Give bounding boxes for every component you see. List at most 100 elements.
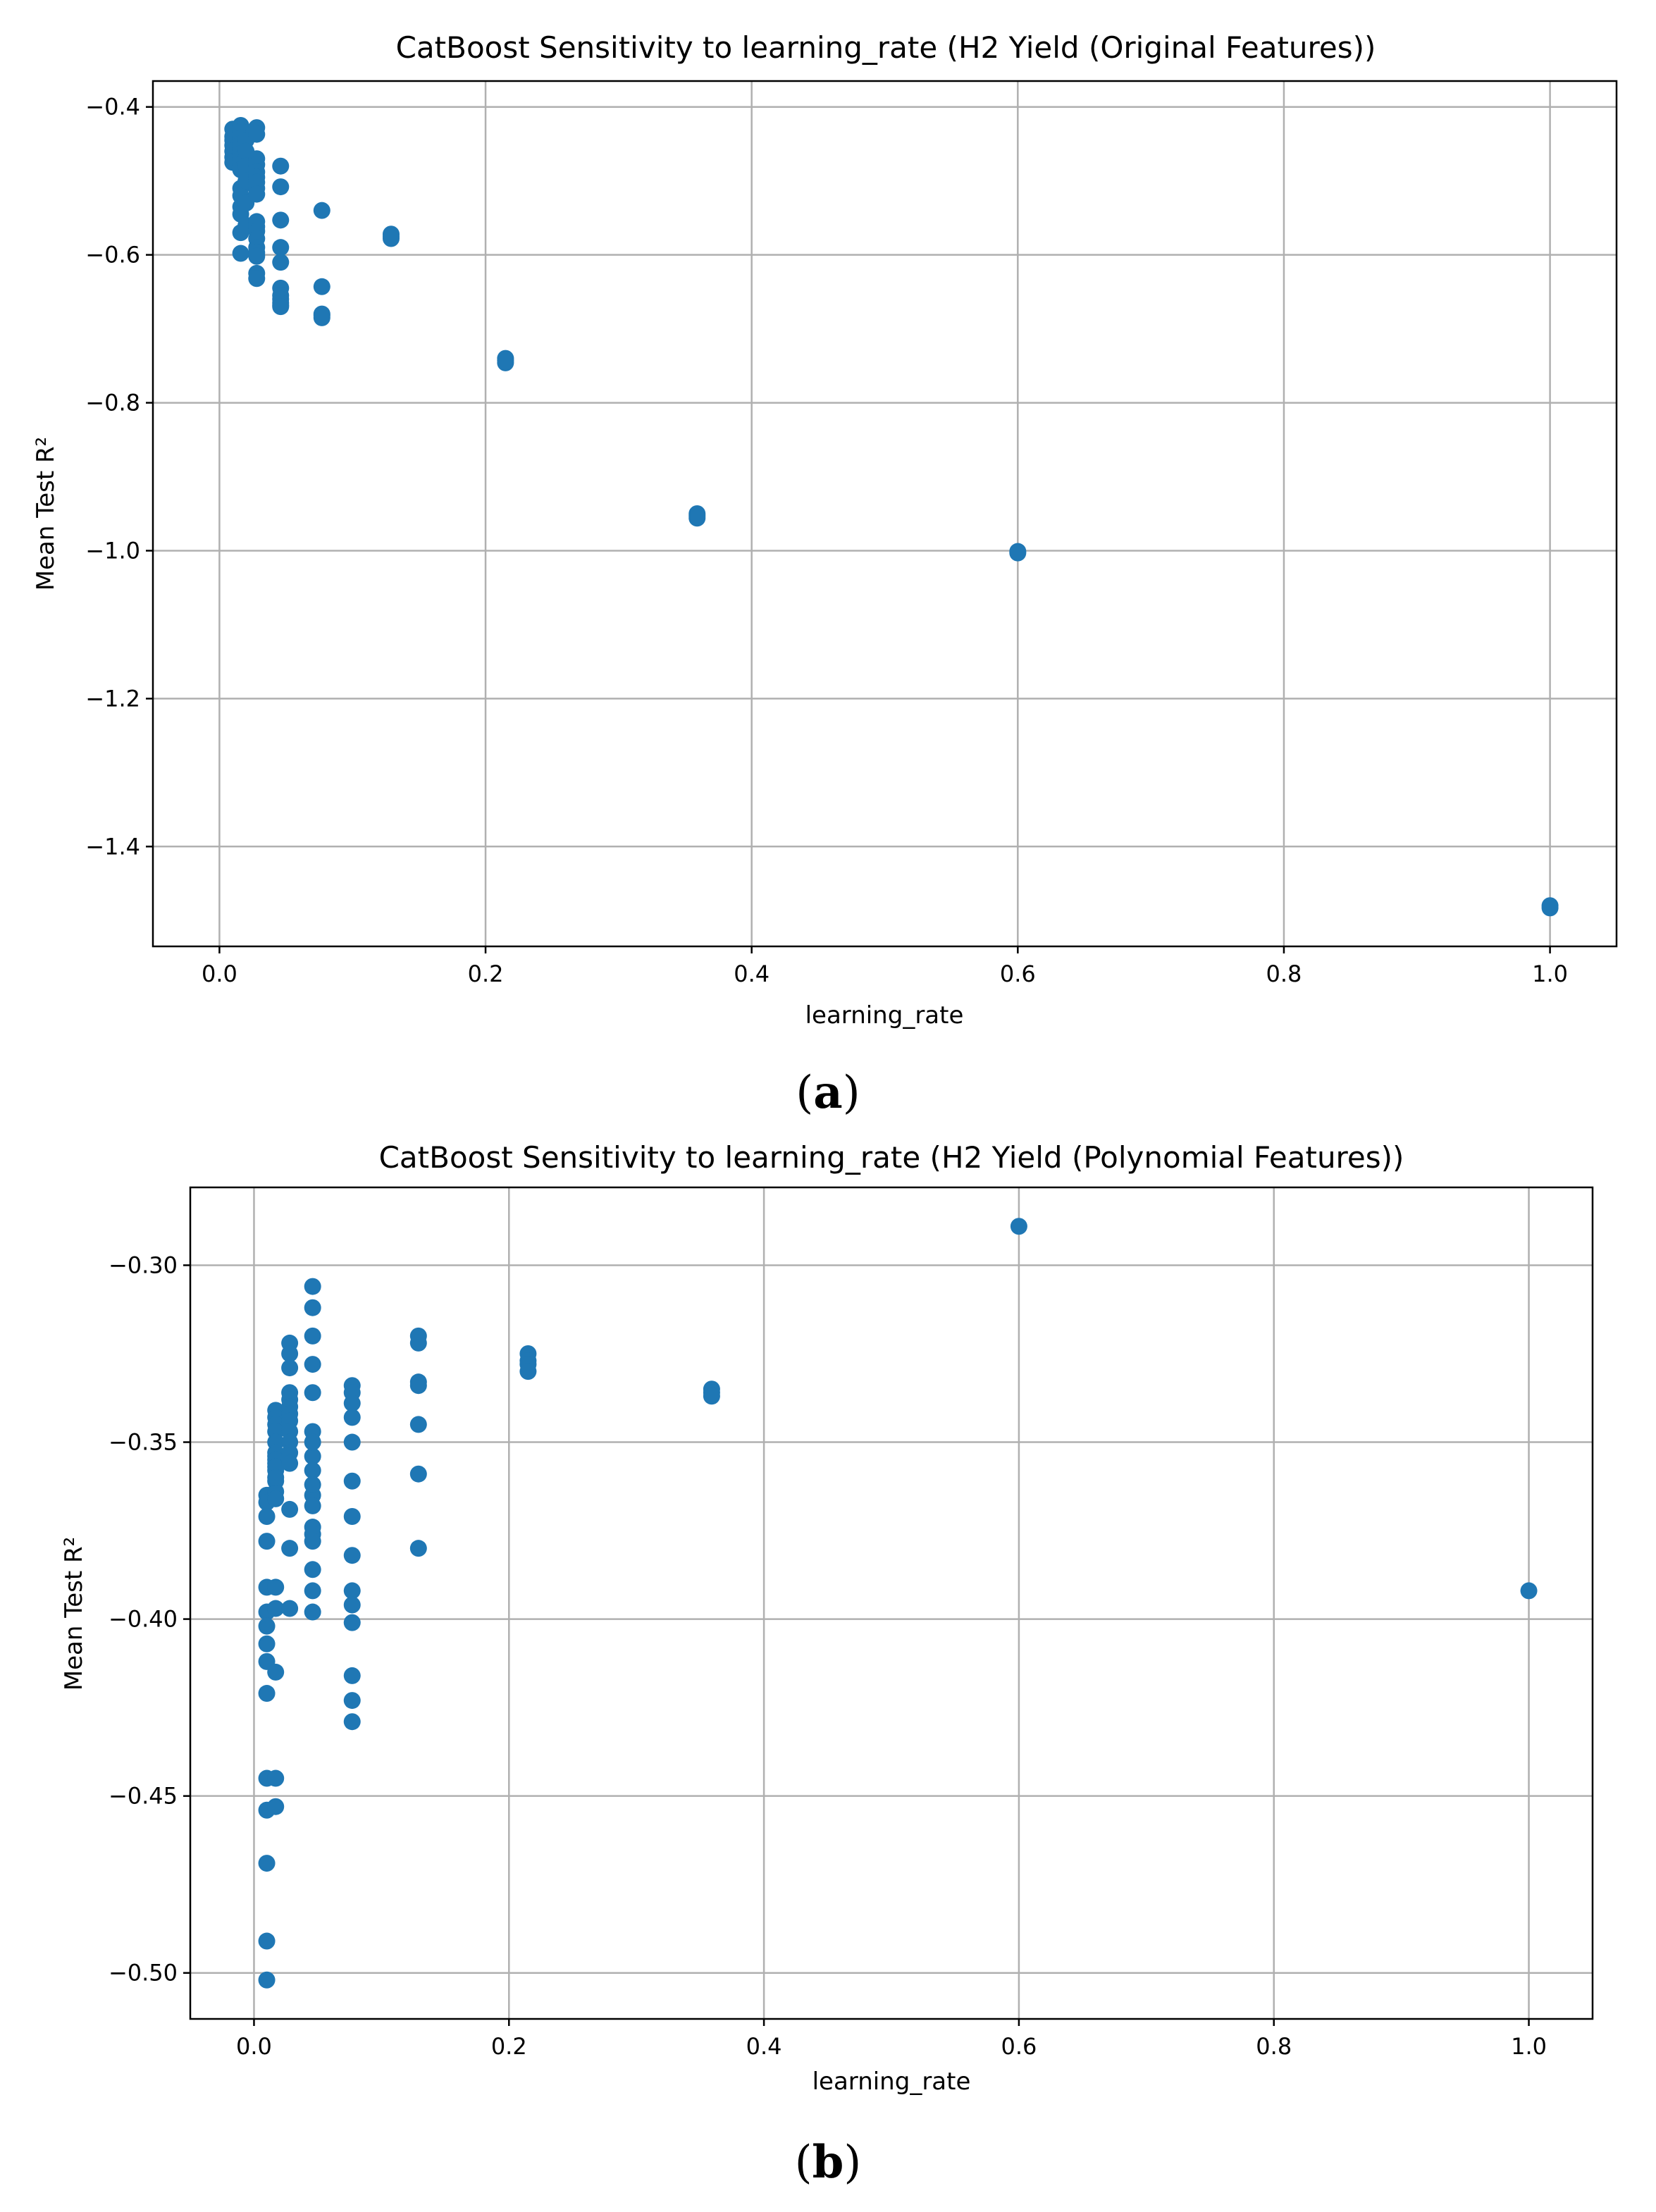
chart-b-x-ticks: 0.0 0.2 0.4 0.6 0.8 1.0 <box>236 2019 1547 2060</box>
data-point <box>409 1377 427 1395</box>
data-point <box>258 1971 276 1989</box>
data-point <box>304 1327 321 1345</box>
x-tick-label: 0.6 <box>1000 960 1036 987</box>
panel-label-b: (b) <box>795 2136 862 2189</box>
chart-a-axes-frame <box>152 80 1618 948</box>
y-tick-label: −0.40 <box>109 1606 178 1633</box>
chart-b-y-axis-label: Mean Test R² <box>60 1537 88 1691</box>
y-tick-label: −0.6 <box>85 242 140 268</box>
data-point <box>281 1540 299 1557</box>
y-tick-label: −0.45 <box>109 1783 178 1810</box>
chart-a-x-ticks: 0.0 0.2 0.4 0.6 0.8 1.0 <box>202 946 1568 987</box>
chart-b-points <box>258 1218 1538 1989</box>
data-point <box>232 245 249 262</box>
data-point <box>343 1547 361 1564</box>
chart-a-y-axis-label: Mean Test R² <box>32 437 60 591</box>
chart-a-gridlines <box>153 81 1617 946</box>
data-point <box>343 1582 361 1600</box>
data-point <box>304 1462 321 1479</box>
data-point <box>258 1932 276 1950</box>
chart-a-x-axis-label: learning_rate <box>805 1001 964 1030</box>
chart-b-y-ticks: −0.30 −0.35 −0.40 −0.45 −0.50 <box>109 1252 190 1987</box>
data-point <box>343 1614 361 1631</box>
data-point <box>313 309 330 326</box>
data-point <box>304 1384 321 1402</box>
data-point <box>304 1447 321 1465</box>
data-point <box>313 202 330 219</box>
data-point <box>281 1600 299 1617</box>
panel-label-a-letter: a <box>813 1066 842 1119</box>
data-point <box>343 1472 361 1490</box>
data-point <box>258 1507 276 1525</box>
y-tick-label: −1.2 <box>85 685 140 712</box>
x-tick-label: 1.0 <box>1511 2033 1547 2060</box>
data-point <box>281 1345 299 1362</box>
data-point <box>304 1497 321 1514</box>
data-point <box>304 1603 321 1621</box>
data-point <box>304 1356 321 1373</box>
data-point <box>267 1469 285 1486</box>
data-point <box>409 1416 427 1433</box>
data-point <box>272 211 290 229</box>
data-point <box>267 1490 285 1507</box>
data-point <box>304 1561 321 1578</box>
data-point <box>382 230 400 247</box>
data-point <box>343 1395 361 1412</box>
data-point <box>304 1582 321 1600</box>
x-tick-label: 0.0 <box>236 2033 272 2060</box>
data-point <box>343 1667 361 1684</box>
data-point <box>304 1299 321 1316</box>
data-point <box>281 1359 299 1377</box>
chart-b-gridlines <box>190 1187 1593 2019</box>
y-tick-label: −0.35 <box>109 1429 178 1456</box>
x-tick-label: 0.8 <box>1266 960 1302 987</box>
chart-original-features: CatBoost Sensitivity to learning_rate (H… <box>32 30 1618 1119</box>
data-point <box>272 254 290 271</box>
x-tick-label: 0.8 <box>1256 2033 1292 2060</box>
data-point <box>248 247 266 265</box>
data-point <box>267 1578 285 1596</box>
data-point <box>267 1769 285 1787</box>
x-tick-label: 0.4 <box>734 960 770 987</box>
data-point <box>304 1476 321 1493</box>
data-point <box>272 157 290 175</box>
y-tick-label: −0.8 <box>85 390 140 416</box>
data-point <box>304 1433 321 1451</box>
data-point <box>258 1685 276 1703</box>
data-point <box>258 1617 276 1635</box>
data-point <box>248 270 266 288</box>
data-point <box>409 1465 427 1483</box>
data-point <box>248 125 266 143</box>
data-point <box>1010 1218 1027 1235</box>
chart-a-y-ticks: −0.4 −0.6 −0.8 −1.0 −1.2 −1.4 <box>85 94 153 860</box>
data-point <box>258 1635 276 1652</box>
chart-polynomial-features: CatBoost Sensitivity to learning_rate (H… <box>60 1140 1594 2189</box>
data-point <box>248 185 266 203</box>
y-tick-label: −0.4 <box>85 94 140 121</box>
data-point <box>281 1500 299 1518</box>
data-point <box>267 1798 285 1815</box>
data-point <box>1009 544 1027 562</box>
data-point <box>304 1278 321 1295</box>
data-point <box>497 354 514 371</box>
x-tick-label: 0.2 <box>468 960 504 987</box>
data-point <box>343 1692 361 1710</box>
chart-b-title: CatBoost Sensitivity to learning_rate (H… <box>379 1140 1404 1175</box>
y-tick-label: −0.30 <box>109 1252 178 1278</box>
data-point <box>519 1363 537 1380</box>
data-point <box>272 178 290 196</box>
data-point <box>272 298 290 316</box>
chart-b-axes-frame <box>189 1186 1594 2020</box>
x-tick-label: 1.0 <box>1532 960 1568 987</box>
y-tick-label: −0.50 <box>109 1960 178 1987</box>
x-tick-label: 0.0 <box>202 960 237 987</box>
data-point <box>343 1409 361 1426</box>
data-point <box>1520 1582 1538 1600</box>
data-point <box>343 1596 361 1614</box>
y-tick-label: −1.4 <box>85 833 140 860</box>
data-point <box>281 1454 299 1472</box>
data-point <box>343 1507 361 1525</box>
x-tick-label: 0.6 <box>1001 2033 1037 2060</box>
data-point <box>688 509 706 527</box>
data-point <box>1541 899 1559 917</box>
